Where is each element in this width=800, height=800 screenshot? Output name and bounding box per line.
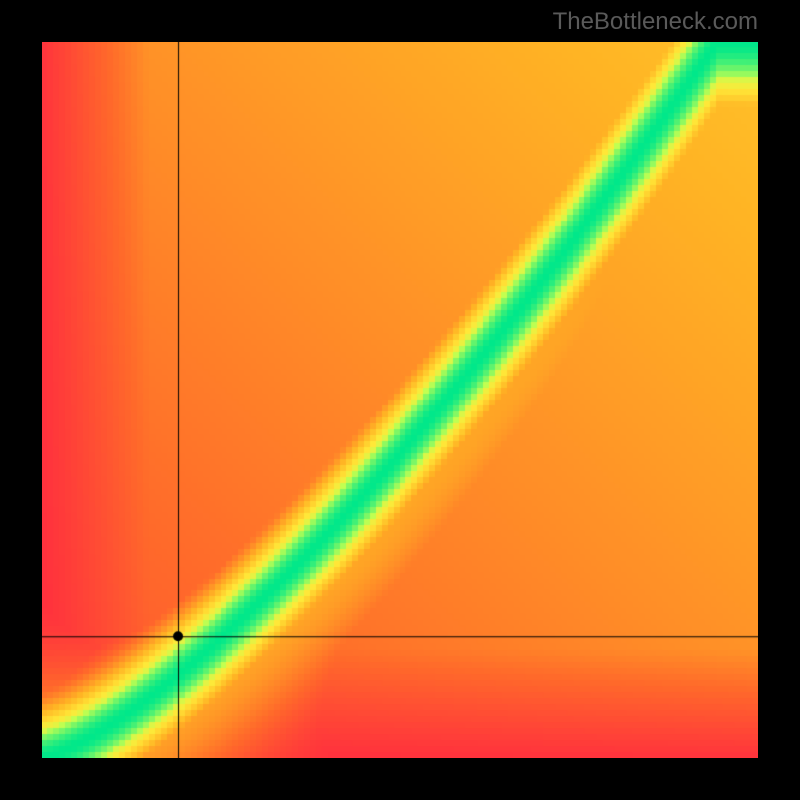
- bottleneck-heatmap: [42, 42, 758, 758]
- chart-container: TheBottleneck.com: [0, 0, 800, 800]
- watermark-text: TheBottleneck.com: [553, 8, 758, 36]
